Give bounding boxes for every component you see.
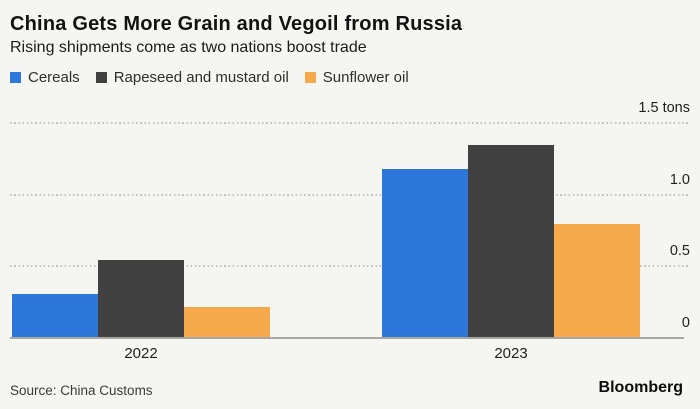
legend-label: Rapeseed and mustard oil bbox=[113, 69, 289, 86]
source-note: Source: China Customs bbox=[10, 383, 153, 398]
x-axis-line bbox=[10, 337, 684, 339]
bar-cereals-2023 bbox=[382, 169, 468, 337]
bar-rapeseed-and-mustard-oil-2023 bbox=[468, 144, 554, 337]
x-axis-label-2023: 2023 bbox=[494, 345, 528, 362]
chart-subtitle: Rising shipments come as two nations boo… bbox=[10, 39, 367, 56]
legend: Cereals Rapeseed and mustard oil Sunflower… bbox=[10, 69, 409, 86]
y-axis-tick-label: 0.5 bbox=[669, 243, 690, 260]
chart-title: China Gets More Grain and Vegoil from Ru… bbox=[10, 13, 463, 35]
bar-sunflower-oil-2022 bbox=[184, 306, 270, 337]
gridline-1 bbox=[10, 193, 688, 196]
bar-sunflower-oil-2023 bbox=[554, 223, 640, 337]
legend-item-sunflower-oil: Sunflower oil bbox=[304, 69, 409, 86]
legend-label: Sunflower oil bbox=[322, 69, 409, 86]
legend-item-cereals: Cereals bbox=[10, 69, 80, 86]
y-axis-tick-label: 1.0 bbox=[669, 171, 690, 188]
y-axis-tick-label: 1.5 tons bbox=[638, 100, 690, 116]
legend-label: Cereals bbox=[28, 69, 80, 86]
x-axis-label-2022: 2022 bbox=[124, 345, 158, 362]
bloomberg-logo: Bloomberg bbox=[598, 379, 683, 396]
bar-cereals-2022 bbox=[12, 294, 98, 337]
legend-swatch-icon bbox=[10, 72, 21, 83]
y-axis-tick-label: 0 bbox=[681, 315, 690, 331]
gridline-0.5 bbox=[10, 265, 688, 268]
bar-rapeseed-and-mustard-oil-2022 bbox=[98, 259, 184, 337]
legend-swatch-icon bbox=[304, 72, 316, 83]
gridline-1.5 bbox=[10, 122, 688, 124]
legend-item-rapeseed-and-mustard-oil: Rapeseed and mustard oil bbox=[95, 69, 289, 86]
legend-swatch-icon bbox=[95, 72, 107, 83]
